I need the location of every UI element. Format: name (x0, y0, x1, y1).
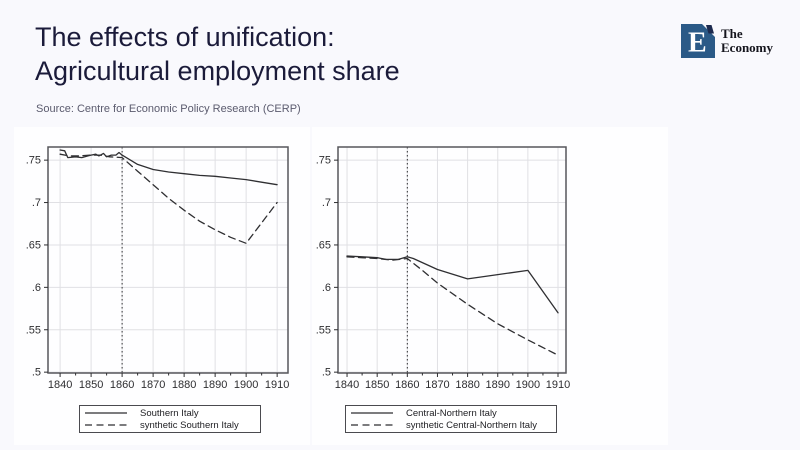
source-note: Source: Centre for Economic Policy Resea… (36, 103, 301, 115)
x-tick-label: 1880 (455, 379, 479, 391)
x-tick-label: 1890 (485, 379, 509, 391)
logo-text: The Economy (721, 24, 773, 55)
x-tick-label: 1850 (365, 379, 389, 391)
x-tick-label: 1870 (425, 379, 449, 391)
y-tick-label: .75 (316, 155, 331, 167)
plot-border (47, 146, 289, 374)
y-tick-label: .65 (316, 239, 331, 251)
the-economy-logo: E The Economy (681, 24, 773, 58)
series-dashed (346, 256, 559, 356)
series-solid (346, 255, 559, 314)
y-tick-label: .65 (26, 239, 41, 251)
legend-label: synthetic Central-Northern Italy (406, 419, 537, 431)
series-solid (59, 149, 278, 186)
x-tick-label: 1840 (48, 379, 72, 391)
x-tick-label: 1860 (110, 379, 134, 391)
x-tick-label: 1890 (203, 379, 227, 391)
x-tick-label: 1900 (234, 379, 258, 391)
page-title: The effects of unification: Agricultural … (35, 20, 400, 88)
x-tick-label: 1840 (335, 379, 359, 391)
series-dashed (59, 153, 278, 244)
x-tick-label: 1910 (265, 379, 289, 391)
legend-item: synthetic Central-Northern Italy (351, 419, 556, 431)
y-tick-label: .5 (32, 367, 41, 379)
legend-item: synthetic Southern Italy (85, 419, 260, 431)
x-tick-label: 1870 (141, 379, 165, 391)
legend-label: synthetic Southern Italy (140, 419, 239, 431)
x-tick-label: 1880 (172, 379, 196, 391)
legend-label: Central-Northern Italy (406, 407, 497, 419)
legend-label: Southern Italy (140, 407, 199, 419)
title-line-2: Agricultural employment share (35, 56, 400, 86)
logo-tick-icon (706, 25, 714, 34)
logo-text-line-1: The (721, 26, 743, 41)
y-tick-label: .55 (26, 324, 41, 336)
x-tick-label: 1900 (516, 379, 540, 391)
logo-mark: E (681, 24, 715, 58)
legend-line-sample-solid (85, 412, 127, 414)
y-tick-label: .7 (322, 197, 331, 209)
legend-southern-italy: Southern Italy synthetic Southern Italy (79, 405, 261, 433)
x-tick-label: 1860 (395, 379, 419, 391)
plot-border (337, 146, 567, 374)
central-northern-italy-line-chart: .5 .55 .6 .65 .7 .75 1840 1850 1860 1870 1880 1890 1… (316, 146, 570, 391)
title-line-1: The effects of unification: (35, 22, 335, 52)
logo-text-line-2: Economy (721, 40, 773, 55)
x-tick-label: 1910 (546, 379, 570, 391)
y-tick-label: .55 (316, 324, 331, 336)
y-tick-label: .6 (322, 282, 331, 294)
legend-central-northern-italy: Central-Northern Italy synthetic Central-… (345, 405, 557, 433)
southern-italy-line-chart: .5 .55 .6 .65 .7 .75 1840 1850 1860 1870 1880 1890 1… (26, 146, 289, 391)
legend-item: Central-Northern Italy (351, 407, 556, 419)
chart-panel-southern-italy (14, 127, 310, 445)
x-tick-label: 1850 (79, 379, 103, 391)
y-tick-label: .5 (322, 367, 331, 379)
y-tick-label: .6 (32, 282, 41, 294)
legend-line-sample-solid (351, 412, 393, 414)
legend-line-sample-dashed (85, 424, 127, 426)
legend-line-sample-dashed (351, 424, 393, 426)
y-tick-label: .75 (26, 155, 41, 167)
chart-panel-central-northern-italy (312, 127, 668, 445)
legend-item: Southern Italy (85, 407, 260, 419)
logo-letter: E (688, 28, 707, 59)
y-tick-label: .7 (32, 197, 41, 209)
